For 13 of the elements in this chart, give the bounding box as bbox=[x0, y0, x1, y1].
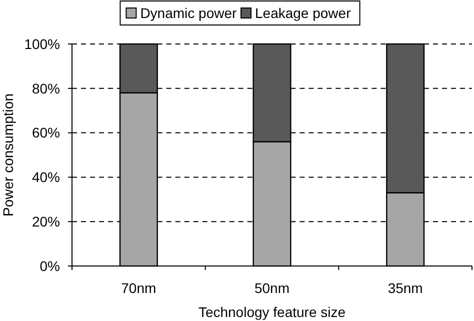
legend-label: Leakage power bbox=[255, 4, 352, 21]
y-tick-label: 80% bbox=[32, 80, 60, 96]
x-axis-title: Technology feature size bbox=[198, 304, 346, 320]
y-axis-title: Power consumption bbox=[0, 94, 16, 216]
x-tick-label: 35nm bbox=[388, 280, 423, 296]
y-tick-label: 20% bbox=[32, 214, 60, 230]
x-tick-label: 50nm bbox=[254, 280, 290, 296]
y-tick-label: 40% bbox=[32, 169, 60, 186]
x-tick-label: 70nm bbox=[121, 280, 156, 296]
y-tick-label: 0% bbox=[40, 258, 60, 274]
y-tick-label: 100% bbox=[24, 36, 60, 52]
legend-label: Dynamic power bbox=[140, 4, 238, 21]
y-tick-label: 60% bbox=[32, 124, 60, 141]
